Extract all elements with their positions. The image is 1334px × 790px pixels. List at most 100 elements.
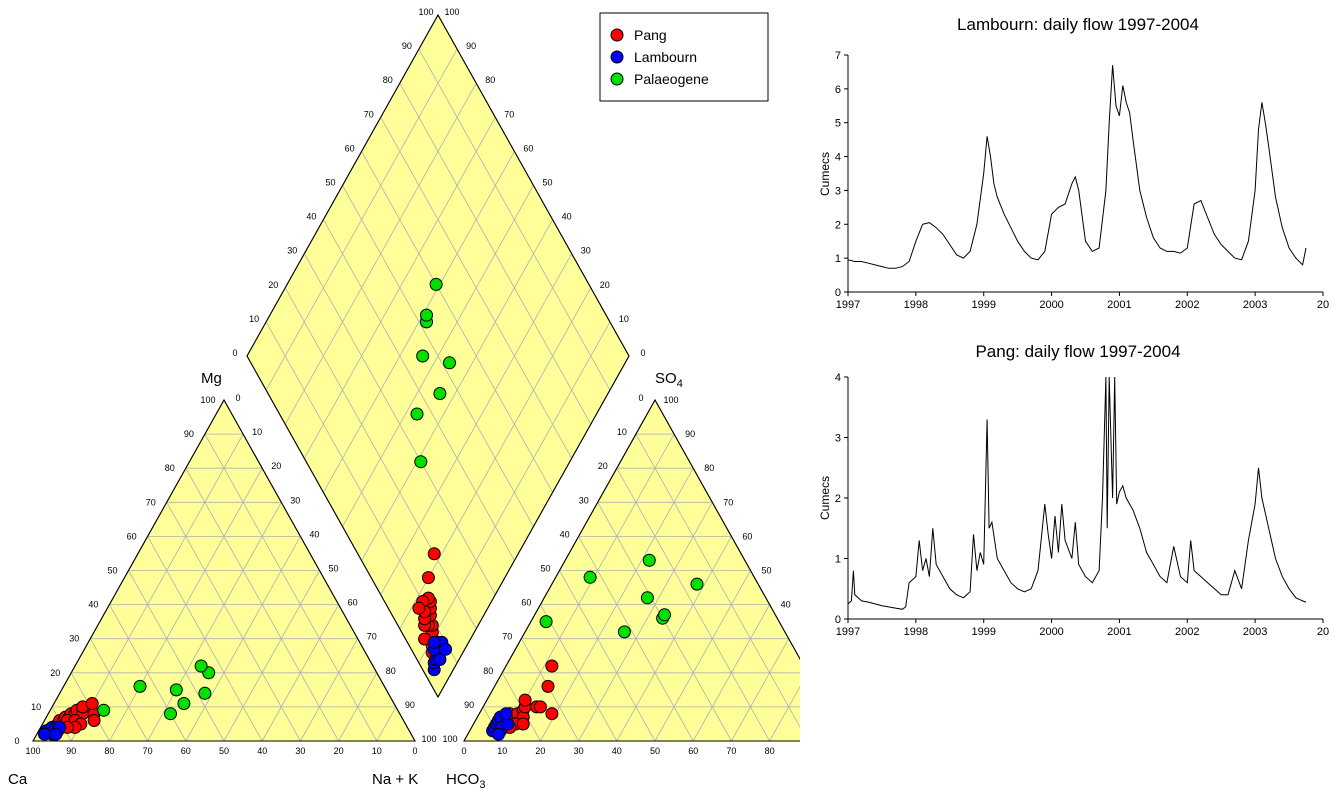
cation-right-label: Na + K (372, 771, 418, 788)
cation-grid-line (70, 433, 244, 742)
pang-diamond-point (412, 601, 426, 615)
cation-grid-line (89, 638, 148, 742)
palaeogene-cation-point (97, 703, 111, 717)
anion-left-tick: 90 (464, 700, 474, 710)
pang-x-tick-label: 2000 (1039, 626, 1063, 638)
cation-left-tick: 30 (69, 634, 79, 644)
piper-tick-labels: 100 0 0 0 0 0 0 0 90 10 10 10 10 10 10 10 80 20 20 20 20 20 20… (14, 7, 800, 756)
cation-bottom-tick: 30 (295, 746, 305, 756)
lambourn-anion-point (491, 727, 505, 741)
cation-top-label: Mg (201, 370, 222, 387)
pang-x-tick-label: 2001 (1107, 626, 1131, 638)
cation-bottom-tick: 90 (66, 746, 76, 756)
cation-left-tick: 90 (184, 429, 194, 439)
anion-grid-line (540, 604, 618, 742)
diamond-right-tick: 20 (600, 280, 610, 290)
palaeogene-diamond-point (443, 356, 456, 370)
cation-right-tick: 80 (386, 666, 396, 676)
anion-bottom-tick: 40 (612, 746, 622, 756)
anion-grid-line (578, 502, 713, 742)
diamond-grid-line (361, 151, 553, 493)
diamond-left-tick: 90 (402, 41, 412, 51)
lambourn-diamond-point (439, 642, 453, 656)
palaeogene-cation-point (169, 683, 183, 697)
cation-grid-line (300, 638, 359, 742)
cation-bottom-tick: 40 (257, 746, 267, 756)
diamond-right-tick: 80 (485, 75, 495, 85)
legend-label-lambourn: Lambourn (634, 49, 697, 65)
palaeogene-diamond-point (429, 277, 443, 291)
pang-diamond-point (421, 571, 435, 585)
cation-right-tick: 100 (421, 734, 436, 744)
cation-grid-line (376, 706, 397, 742)
pang-x-tick-label: 20 (1317, 626, 1329, 638)
lambourn-y-tick-label: 1 (835, 253, 841, 265)
legend-label-palaeogene: Palaeogene (634, 71, 709, 87)
cation-bottom-tick: 100 (25, 746, 40, 756)
cation-grid-line (166, 502, 301, 742)
diamond-right-tick: 40 (562, 212, 572, 222)
diagram-outline (463, 398, 800, 742)
palaeogene-anion-point (539, 615, 553, 629)
pang-y-tick-label: 4 (835, 372, 841, 384)
legend-marker-palaeogene (610, 72, 624, 86)
lambourn-y-tick-label: 7 (835, 50, 841, 62)
legend-marker-lambourn (610, 50, 624, 64)
cation-left-tick: 40 (88, 600, 98, 610)
pang-x-tick-label: 1998 (904, 626, 928, 638)
palaeogene-diamond-point (410, 407, 424, 421)
anion-bottom-tick: 80 (765, 746, 775, 756)
lambourn-axes: 0 1 2 3 4 5 6 7 1997 1998 1999 2000 2001 2002 2003 20 (835, 50, 1329, 311)
anion-grid-line (501, 433, 675, 742)
cation-left-tick: 0 (14, 736, 19, 746)
lambourn-flow-line (847, 65, 1307, 269)
cation-left-tick: 70 (146, 497, 156, 507)
anion-bottom-tick: 0 (461, 746, 466, 756)
palaeogene-anion-point (658, 608, 671, 622)
pang-diamond-point (427, 547, 441, 561)
legend-box (599, 12, 769, 102)
pang-y-tick-label: 1 (835, 554, 841, 566)
pang-flow-line (847, 376, 1307, 610)
anion-bottom-tick: 50 (650, 746, 660, 756)
palaeogene-anion-point (640, 591, 654, 605)
lambourn-x-tick-label: 1999 (971, 299, 995, 311)
anion-left-tick: 70 (502, 632, 512, 642)
anion-left-tick: 100 (442, 734, 457, 744)
palaeogene-diamond-point (433, 387, 447, 400)
cation-right-tick: 20 (271, 461, 281, 471)
lambourn-cation-point (49, 727, 63, 741)
pang-x-tick-label: 1999 (971, 626, 995, 638)
lambourn-y-tick-label: 4 (835, 152, 841, 164)
diamond-right-tick: 10 (619, 314, 629, 324)
lambourn-y-tick-label: 3 (835, 185, 841, 197)
cation-right-tick: 30 (290, 495, 300, 505)
cation-grid-line (147, 536, 263, 742)
cation-bottom-tick: 70 (143, 746, 153, 756)
cation-grid-line (185, 468, 339, 742)
anion-bottom-tick: 10 (497, 746, 507, 756)
flow-time-series: Lambourn: daily flow 1997-2004 Cumecs 01… (818, 15, 1329, 638)
diamond-grid-line (380, 117, 573, 459)
diamond-left-tick: 40 (306, 212, 316, 222)
cation-bottom-tick: 10 (372, 746, 382, 756)
diagram-outline (246, 13, 630, 699)
cation-left-tick: 10 (31, 702, 41, 712)
anion-left-tick: 50 (540, 564, 550, 574)
lambourn-anion-point (499, 707, 513, 721)
cation-right-tick: 40 (309, 529, 319, 539)
anion-right-tick: 90 (685, 429, 695, 439)
lambourn-x-tick-label: 2000 (1039, 299, 1063, 311)
cation-right-tick: 70 (367, 632, 377, 642)
cation-right-tick: 60 (348, 598, 358, 608)
palaeogene-diamond-point (420, 308, 433, 322)
diamond-left-tick: 70 (364, 109, 374, 119)
cation-grid-line (147, 502, 282, 742)
anion-grid-line (616, 468, 770, 742)
legend-marker-pang (610, 28, 624, 42)
anion-left-tick: 0 (638, 393, 643, 403)
anion-grid-line (654, 570, 751, 742)
pang-chart-title: Pang: daily flow 1997-2004 (975, 342, 1180, 361)
diamond-left-tick: 60 (345, 143, 355, 153)
diamond-grid-line (265, 48, 458, 391)
